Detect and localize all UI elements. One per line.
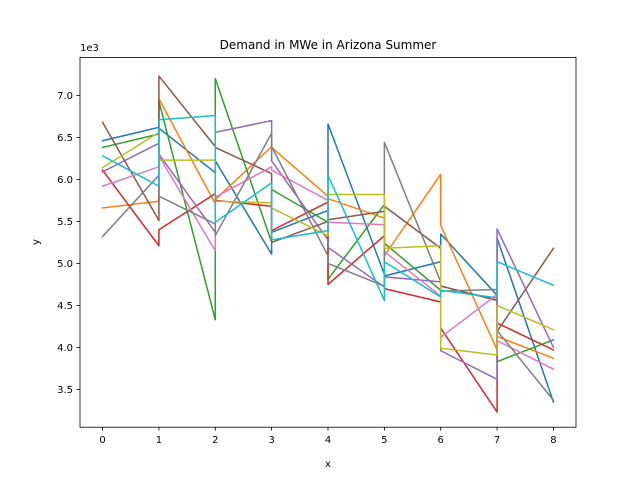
series-line-10 [101,114,555,302]
y-axis-label: y [31,239,42,245]
y-axis-offset-label: 1e3 [80,43,99,54]
series-line-8 [101,132,555,402]
x-axis: 0 1 2 3 4 5 6 7 8 [99,427,557,446]
x-tick-label: 7 [494,435,500,446]
y-tick-label: 7.0 [57,91,73,102]
series-line-5 [101,119,555,381]
x-tick-label: 5 [381,435,387,446]
y-tick-label: 5.5 [57,217,73,228]
x-tick-label: 6 [438,435,444,446]
x-tick-label: 1 [156,435,162,446]
series-layer [101,75,555,413]
y-tick-label: 4.0 [57,343,73,354]
y-tick-label: 6.0 [57,175,73,186]
y-tick-label: 5.0 [57,259,73,270]
x-tick-label: 2 [212,435,218,446]
x-tick-label: 4 [325,435,331,446]
x-axis-label: x [325,459,331,470]
x-tick-label: 0 [99,435,105,446]
y-tick-label: 6.5 [57,133,73,144]
x-tick-label: 8 [550,435,556,446]
x-tick-label: 3 [268,435,274,446]
chart-title: Demand in MWe in Arizona Summer [220,38,437,52]
y-axis: 3.5 4.0 4.5 5.0 5.5 6.0 6.5 7.0 [57,91,80,396]
y-tick-label: 3.5 [57,385,73,396]
y-tick-label: 4.5 [57,301,73,312]
